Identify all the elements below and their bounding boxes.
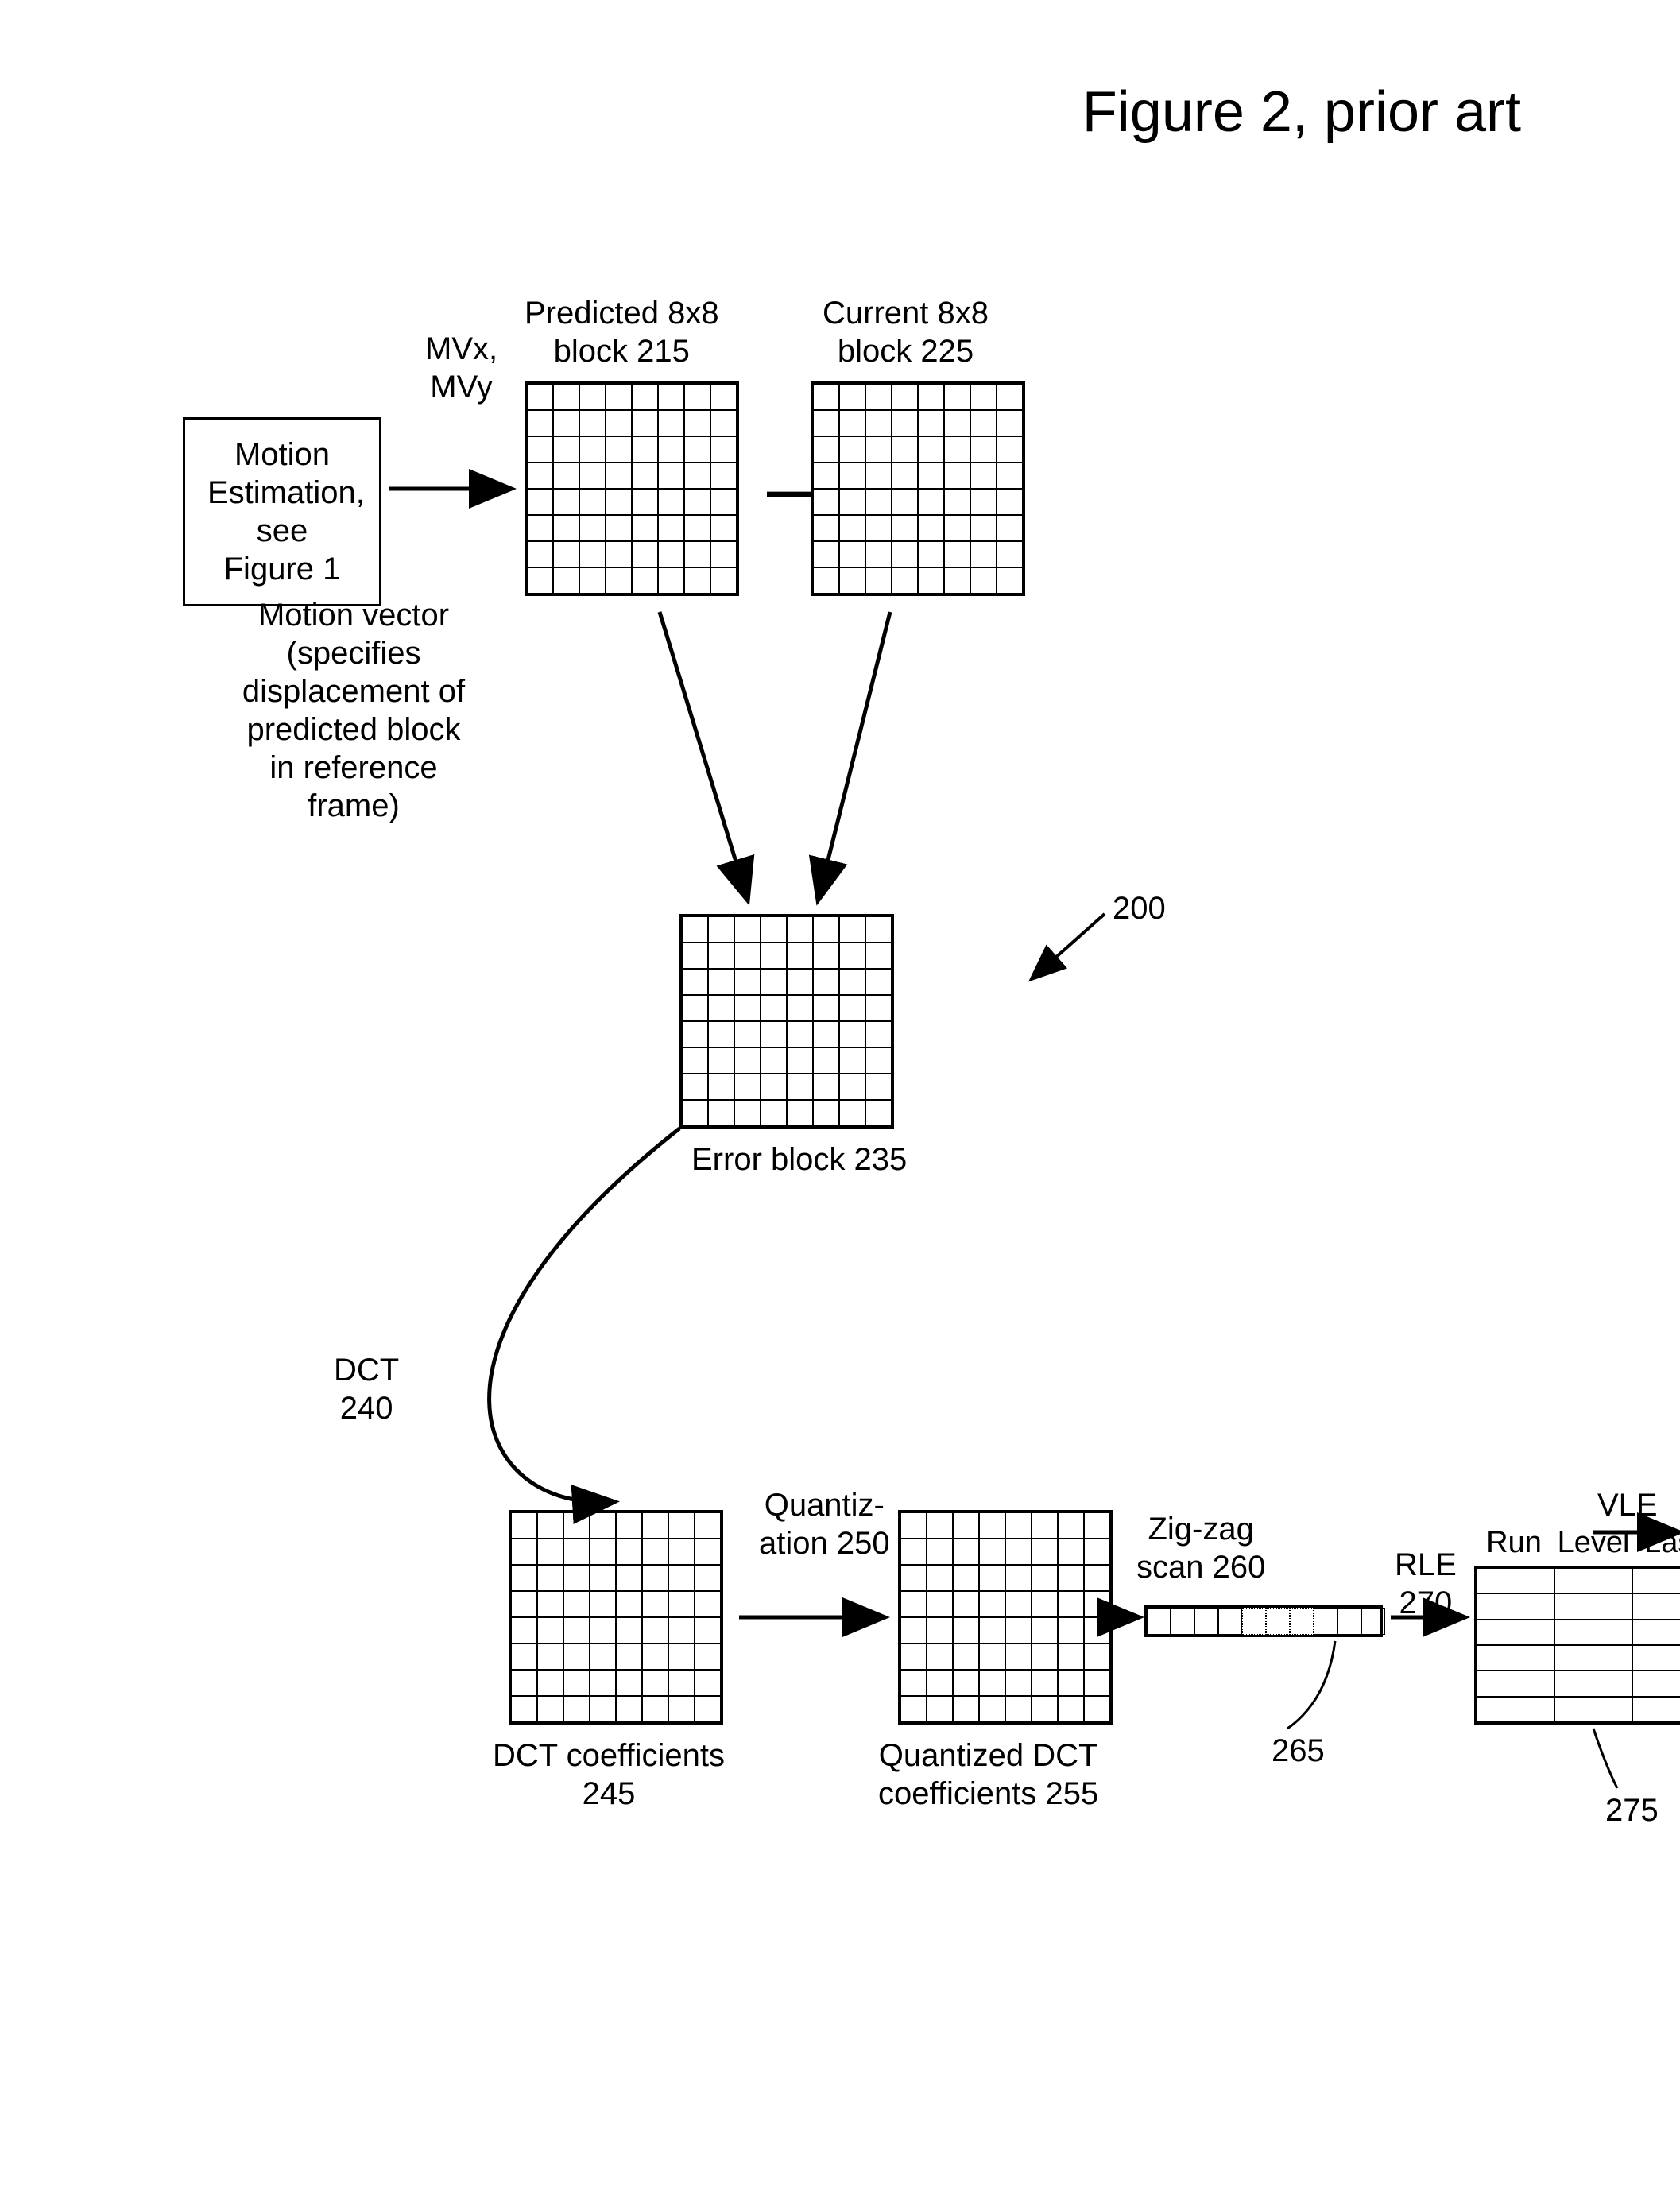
arrow-current-to-error [819,612,890,898]
current-8x8-grid [811,381,1025,596]
predicted-8x8-grid [525,381,739,596]
vle-label: VLE [1597,1486,1658,1524]
ref-275: 275 [1605,1792,1659,1829]
dct-coefficients-label: DCT coefficients 245 [493,1736,725,1813]
curve-dct [490,1129,679,1502]
quantization-label: Quantiz- ation 250 [759,1486,890,1562]
motion-estimation-box: Motion Estimation, see Figure 1 [183,417,381,606]
error-block-grid [679,914,894,1129]
motion-vector-caption: Motion vector (specifies displacement of… [219,596,489,825]
rle-header-last: Last [1633,1526,1680,1560]
dct-label: DCT 240 [334,1351,399,1427]
rle-header-level: Level [1554,1526,1633,1560]
rle-table-header: Run Level Last [1474,1526,1680,1560]
rle-table [1474,1566,1680,1725]
dct-coefficients-grid [509,1510,723,1725]
arrow-predicted-to-error [660,612,747,898]
quantized-dct-label: Quantized DCT coefficients 255 [878,1736,1098,1813]
rle-header-run: Run [1474,1526,1554,1560]
error-block-label: Error block 235 [691,1140,907,1179]
mv-label: MVx, MVy [425,330,497,406]
arrow-ref-200 [1033,914,1105,978]
quantized-dct-grid [898,1510,1113,1725]
callout-ref-275 [1593,1729,1617,1788]
motion-estimation-text: Motion Estimation, see Figure 1 [207,437,365,587]
zigzag-label: Zig-zag scan 260 [1136,1510,1265,1586]
predicted-block-label: Predicted 8x8 block 215 [525,294,719,370]
figure-title: Figure 2, prior art [1082,79,1521,145]
current-block-label: Current 8x8 block 225 [823,294,989,370]
callout-ref-265 [1287,1641,1335,1729]
ref-265: 265 [1272,1732,1325,1769]
rle-label: RLE 270 [1395,1546,1457,1622]
zigzag-linear-array [1144,1605,1383,1637]
ref-200: 200 [1113,890,1166,927]
